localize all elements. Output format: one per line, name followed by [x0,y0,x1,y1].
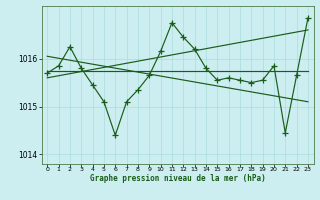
X-axis label: Graphe pression niveau de la mer (hPa): Graphe pression niveau de la mer (hPa) [90,174,266,183]
